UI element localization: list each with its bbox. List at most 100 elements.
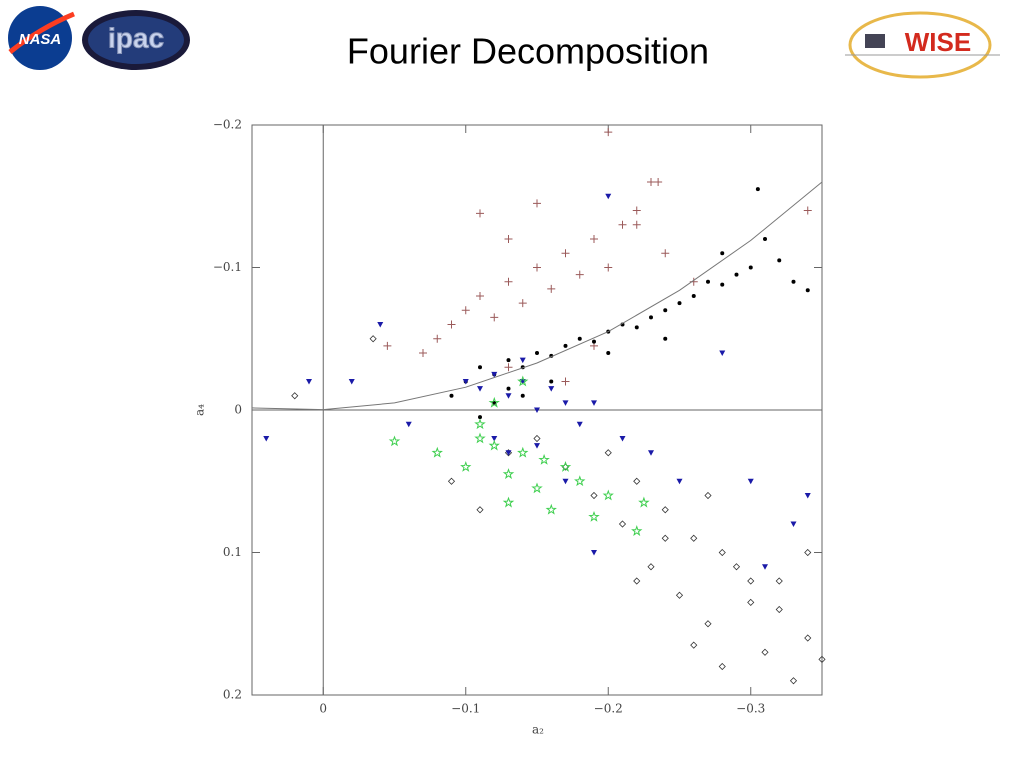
x-tick-label: −0.3 (736, 702, 765, 716)
point-triangle (534, 407, 540, 413)
point-diamond (369, 335, 377, 343)
point-plus (504, 277, 513, 286)
point-plus (476, 209, 484, 218)
point-triangle (619, 436, 626, 442)
point-plus (533, 199, 541, 208)
point-triangle (648, 450, 654, 456)
point-triangle (747, 478, 754, 485)
point-triangle (534, 443, 540, 449)
wise-logo: WISE (845, 11, 1000, 79)
point-star (631, 525, 643, 537)
x-tick-label: 0 (319, 702, 327, 716)
nasa-text: NASA (19, 31, 62, 48)
point-dot (577, 336, 582, 341)
point-triangle (405, 421, 412, 428)
point-diamond (747, 598, 755, 606)
point-plus (447, 320, 456, 329)
point-plus (476, 292, 484, 300)
point-plus (618, 220, 627, 229)
point-diamond (732, 563, 741, 571)
point-diamond (690, 534, 698, 542)
point-diamond (775, 605, 783, 614)
point-dot (791, 279, 796, 284)
point-plus (632, 206, 641, 215)
point-star (431, 446, 443, 458)
point-dot (649, 315, 653, 320)
point-star (460, 460, 472, 472)
point-plus (654, 178, 663, 186)
y-axis-label: a₄ (193, 404, 207, 416)
point-plus (419, 349, 427, 357)
point-plus (518, 299, 527, 308)
point-triangle (562, 400, 569, 406)
point-dot (549, 379, 554, 384)
point-triangle (519, 357, 526, 364)
point-star (588, 510, 600, 522)
wise-text: WISE (905, 27, 971, 57)
point-dot (506, 386, 511, 391)
point-diamond (633, 477, 641, 485)
point-plus (561, 377, 570, 386)
point-star (574, 475, 586, 487)
point-dot (734, 272, 739, 277)
point-triangle (263, 436, 270, 442)
point-diamond (804, 634, 812, 642)
point-plus (647, 178, 655, 186)
point-triangle (477, 386, 483, 392)
point-diamond (704, 620, 712, 628)
point-star (474, 418, 486, 430)
point-diamond (604, 449, 612, 457)
point-plus (547, 284, 556, 293)
point-diamond (761, 648, 769, 656)
point-dot (805, 288, 810, 293)
x-tick-label: −0.2 (594, 702, 623, 716)
point-plus (575, 270, 584, 279)
point-diamond (804, 548, 812, 557)
point-triangle (348, 379, 355, 385)
nasa-logo: NASA (8, 6, 75, 70)
point-triangle (462, 379, 469, 385)
point-dot (720, 251, 725, 256)
point-diamond (633, 577, 641, 585)
point-dot (535, 351, 539, 355)
point-diamond (476, 506, 484, 514)
point-diamond (690, 641, 698, 649)
point-triangle (377, 322, 384, 328)
point-dot (691, 294, 696, 298)
point-plus (383, 341, 392, 350)
y-tick-label: 0 (234, 403, 242, 417)
point-dot (663, 308, 668, 313)
point-triangle (548, 386, 555, 392)
point-triangle (790, 521, 797, 527)
ipac-inner (88, 16, 184, 64)
point-star (538, 453, 550, 465)
point-plus (490, 313, 499, 322)
point-dot (677, 301, 682, 306)
wise-orbit (848, 11, 992, 79)
point-triangle (762, 564, 768, 570)
point-dot (748, 265, 753, 270)
point-diamond (775, 577, 783, 585)
point-star (602, 489, 614, 501)
point-triangle (605, 193, 612, 200)
point-star (517, 375, 529, 387)
point-plus (433, 334, 442, 343)
point-dot (449, 393, 454, 398)
point-plus (803, 206, 812, 215)
point-triangle (591, 550, 597, 556)
point-diamond (533, 434, 541, 443)
nasa-swoosh (8, 11, 75, 54)
point-star (638, 496, 650, 508)
point-dot (506, 358, 511, 363)
point-triangle (505, 393, 512, 399)
point-dot (720, 282, 725, 287)
point-plus (632, 220, 641, 229)
point-dot (706, 279, 710, 284)
point-dot (777, 258, 782, 263)
point-diamond (590, 491, 598, 500)
point-plus (533, 263, 541, 272)
point-plus (561, 249, 570, 258)
point-plus (461, 306, 470, 315)
